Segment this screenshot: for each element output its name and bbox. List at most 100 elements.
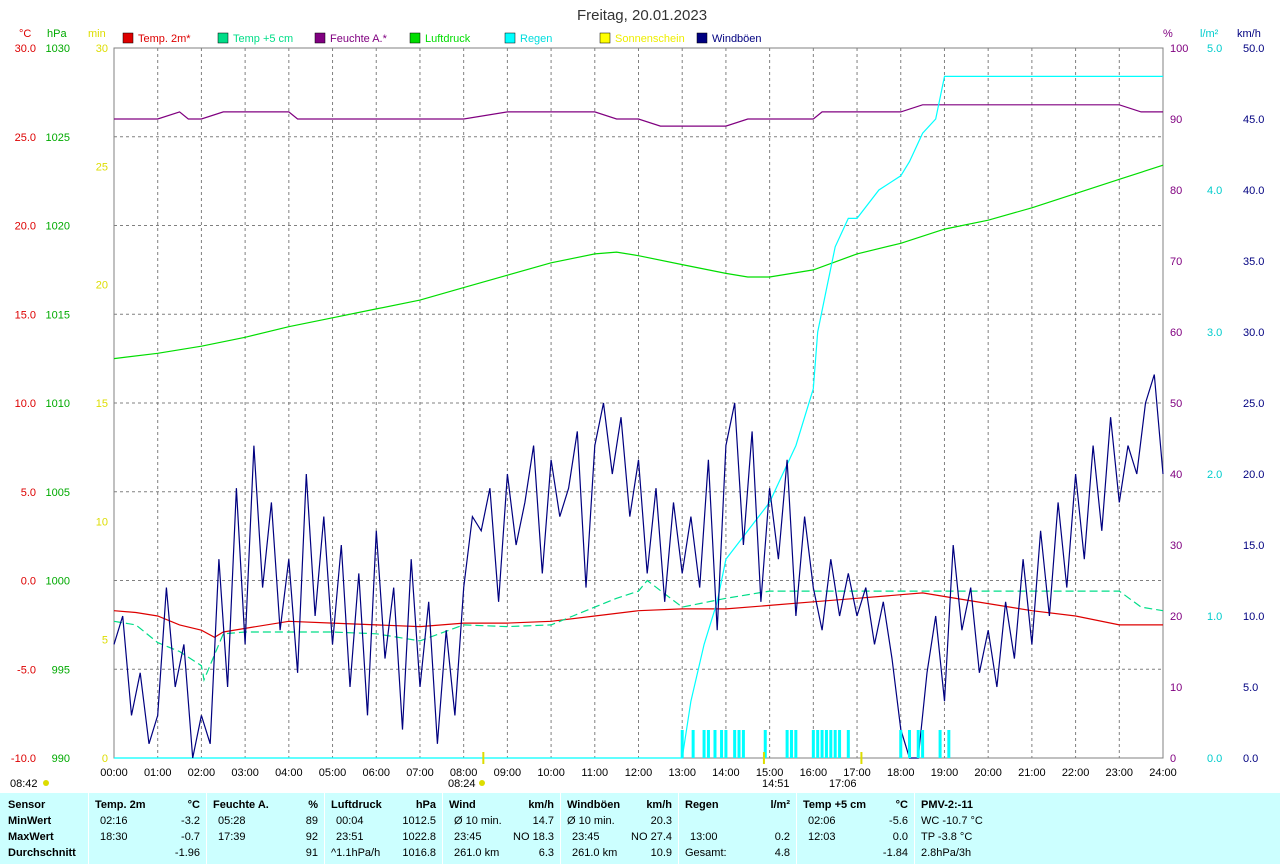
x-tick-label: 02:00	[188, 767, 216, 779]
rain-tick-label: 3.0	[1207, 327, 1222, 339]
humidity-min-value: 89	[305, 815, 318, 827]
series-line-regen	[114, 75, 1163, 759]
x-tick-label: 07:00	[406, 767, 434, 779]
sun-tick-label: 10	[96, 516, 108, 528]
legend-swatch	[696, 32, 708, 44]
humidity-tick-label: 40	[1170, 469, 1182, 481]
temp5-min-time: 02:06	[808, 815, 836, 827]
wind-avg-label: Ø 10 min.	[454, 815, 502, 827]
x-tick-label: 17:00	[843, 767, 871, 779]
x-tick-label: 16:00	[800, 767, 828, 779]
wind-distance: 261.0 km	[454, 847, 500, 859]
rain-interval-bar	[789, 730, 793, 758]
humidity-tick-label: 0	[1170, 753, 1176, 765]
wind-tick-label: 30.0	[1243, 327, 1264, 339]
rain-interval-bar	[763, 730, 767, 758]
temp-tick-label: 30.0	[15, 43, 36, 55]
rain-unit-label: l/m²	[1200, 28, 1219, 40]
axis-unit-labels: °C hPa min % l/m² km/h	[19, 28, 1261, 40]
rain-interval-bar	[816, 730, 820, 758]
pressure-tick-label: 1025	[46, 132, 70, 144]
wind-avg-value: 6.3	[538, 847, 554, 859]
x-tick-label: 09:00	[494, 767, 522, 779]
rain-interval-bar	[907, 730, 911, 758]
rain-interval-bar	[938, 730, 942, 758]
stats-unit-temp5: °C	[895, 799, 908, 811]
sun-labels: 08:42 08:24 14:51 17:06	[10, 778, 857, 790]
rain-interval-bar	[680, 730, 684, 758]
legend-label: Temp. 2m*	[138, 33, 191, 45]
rain-total-value: 4.8	[774, 847, 790, 859]
temp5-max-value: 0.0	[892, 831, 908, 843]
humidity-tick-label: 20	[1170, 611, 1182, 623]
stats-unit-gusts: km/h	[646, 799, 672, 811]
stats-row-max: MaxWert	[8, 831, 54, 843]
wind-tick-label: 25.0	[1243, 398, 1264, 410]
stats-header-wind: Wind	[449, 799, 476, 811]
x-tick-label: 13:00	[668, 767, 696, 779]
sun-tick-label: 0	[102, 753, 108, 765]
legend-swatch	[314, 32, 326, 44]
rain-interval-bar	[733, 730, 737, 758]
legend-swatch	[409, 32, 421, 44]
temp5-min-value: -5.6	[889, 815, 908, 827]
pressure-tick-label: 1010	[46, 398, 70, 410]
x-tick-label: 24:00	[1149, 767, 1177, 779]
legend-label: Feuchte A.*	[330, 33, 388, 45]
sun-tick-label: 5	[102, 635, 108, 647]
wind-max-time: 23:45	[454, 831, 482, 843]
stats-header-gusts: Windböen	[567, 799, 621, 811]
temp2m-max-time: 18:30	[100, 831, 128, 843]
temp-tick-label: 15.0	[15, 309, 36, 321]
weather-chart: Freitag, 20.01.2023 Temp. 2m* Temp +5 cm F…	[10, 7, 1265, 790]
temp-tick-label: 20.0	[15, 221, 36, 233]
sun-tick-label: 20	[96, 280, 108, 292]
wind-tick-label: 50.0	[1243, 43, 1264, 55]
x-tick-label: 19:00	[931, 767, 959, 779]
rain-interval-bar	[916, 730, 920, 758]
temp-tick-label: 10.0	[15, 398, 36, 410]
sun-tick-label: 25	[96, 161, 108, 173]
humidity-tick-label: 80	[1170, 185, 1182, 197]
rain-interval-bar	[833, 730, 837, 758]
axis-ticks: 00:00 01:00 02:00 03:00 04:00 05:00 06:00 07:00…	[11, 43, 1265, 779]
sunset-time: 17:06	[829, 778, 857, 790]
legend-swatch	[122, 32, 134, 44]
x-tick-label: 22:00	[1062, 767, 1090, 779]
rain-interval-bar	[785, 730, 789, 758]
pmv-pressure-trend: 2.8hPa/3h	[921, 847, 972, 859]
temp5-avg-value: -1.84	[882, 847, 908, 859]
x-tick-label: 04:00	[275, 767, 303, 779]
x-tick-label: 01:00	[144, 767, 172, 779]
rain-interval-bar	[838, 730, 842, 758]
legend-swatch	[217, 32, 229, 44]
chart-legend: Temp. 2m* Temp +5 cm Feuchte A.* Luftdruck R…	[122, 32, 762, 45]
stats-unit-humidity: %	[308, 799, 318, 811]
noon-time: 14:51	[762, 778, 790, 790]
x-tick-label: 05:00	[319, 767, 347, 779]
legend-swatch	[504, 32, 516, 44]
sun-dot-left	[43, 780, 49, 786]
wind-tick-label: 10.0	[1243, 611, 1264, 623]
chart-series	[43, 75, 1164, 786]
humidity-max-value: 92	[305, 831, 318, 843]
rain-interval-bar	[706, 730, 710, 758]
rain-interval-bar	[713, 730, 717, 758]
sunrise-time: 08:24	[448, 778, 476, 790]
humidity-tick-label: 70	[1170, 256, 1182, 268]
stats-unit-wind: km/h	[528, 799, 554, 811]
stats-header-pmv: PMV-2:-11	[921, 799, 973, 811]
rain-interval-bar	[824, 730, 828, 758]
legend-label: Sonnenschein	[615, 33, 685, 45]
wind-tick-label: 35.0	[1243, 256, 1264, 268]
pressure-tick-label: 1000	[46, 576, 70, 588]
legend-label: Luftdruck	[425, 33, 471, 45]
gusts-max-value: NO 27.4	[631, 831, 672, 843]
sun-unit-label: min	[88, 28, 106, 40]
pressure-max-time: 23:51	[336, 831, 364, 843]
temp2m-avg-value: -1.96	[174, 847, 200, 859]
gusts-avg10-value: 20.3	[650, 815, 672, 827]
stats-header-temp2m: Temp. 2m	[95, 799, 146, 811]
rain-tick-label: 4.0	[1207, 185, 1222, 197]
temp2m-min-time: 02:16	[100, 815, 128, 827]
